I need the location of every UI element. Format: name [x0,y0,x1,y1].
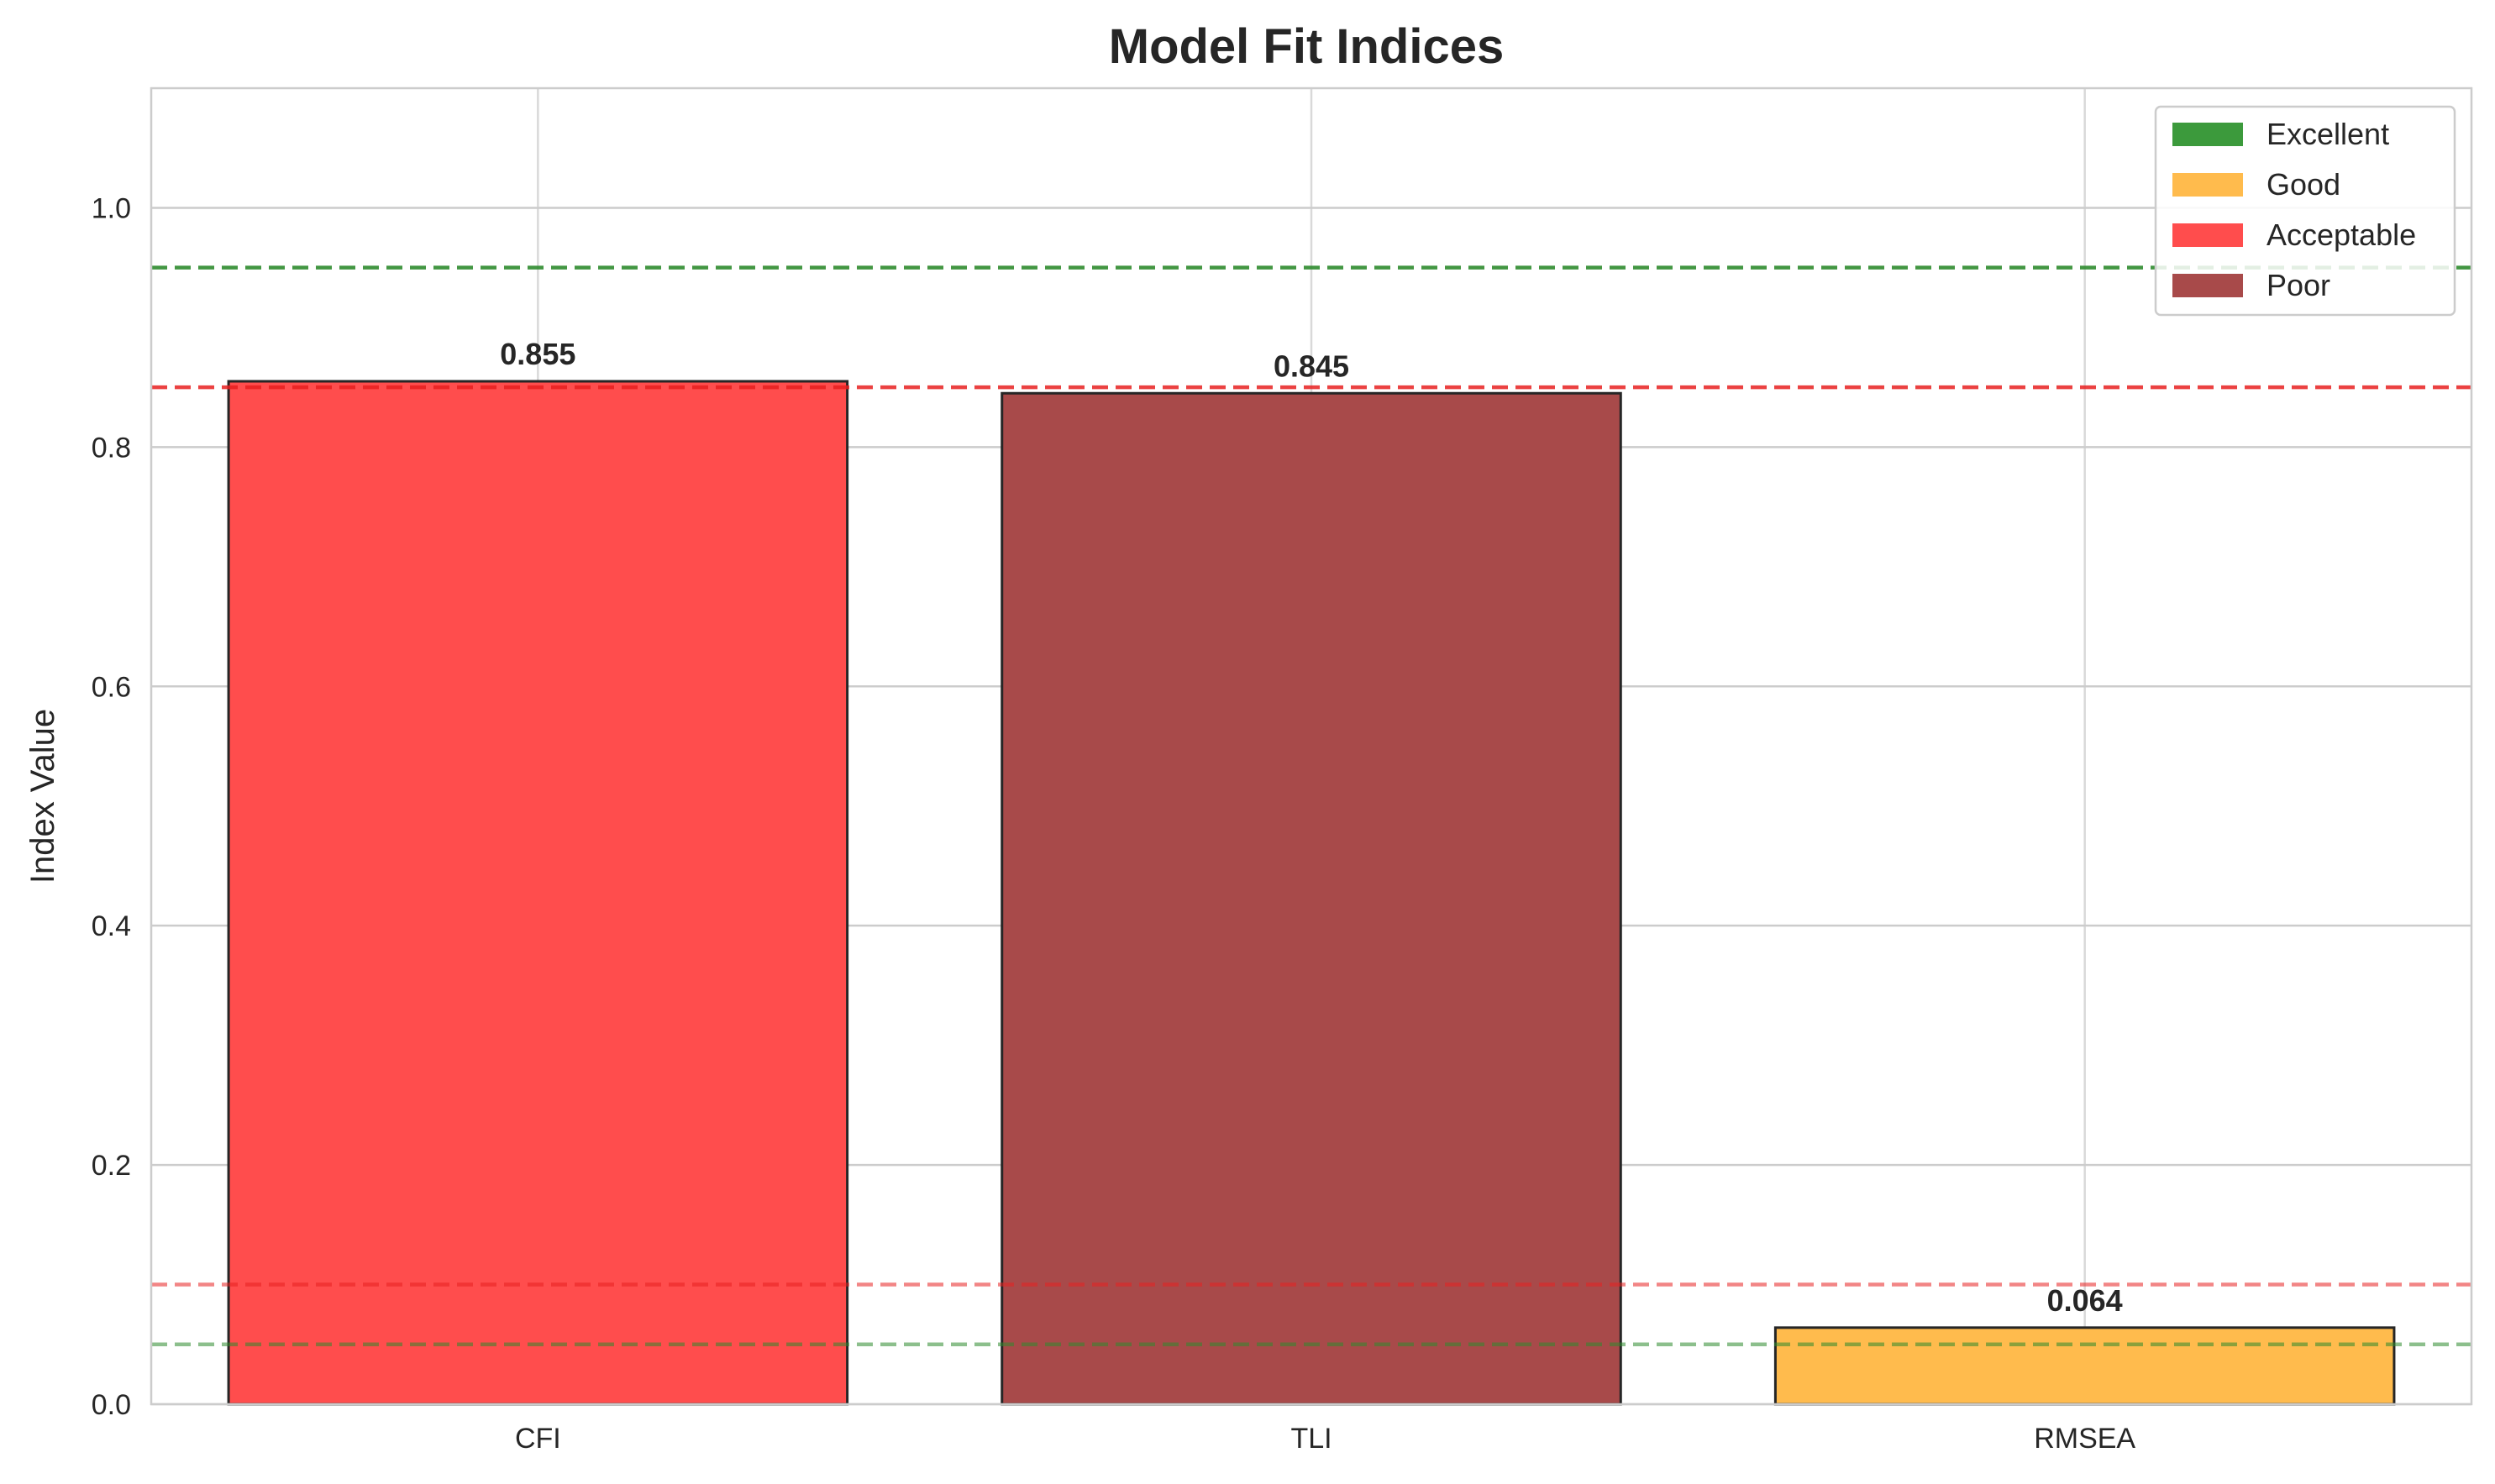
y-tick-label: 0.0 [92,1389,131,1421]
tick-labels: 0.0 0.2 0.4 0.6 0.8 1.0 CFI TLI RMSEA [92,192,2136,1455]
x-tick-label: TLI [1290,1423,1332,1455]
bar-tli [1001,391,1622,1406]
chart-title: Model Fit Indices [1109,19,1505,74]
legend-swatch [2172,223,2243,247]
legend-label: Excellent [2267,117,2389,151]
bar-rmsea [1773,1326,2396,1406]
bars [227,380,2396,1406]
plot-frame-border [150,87,2473,1406]
legend-swatch [2172,173,2243,197]
y-tick-label: 1.0 [92,192,131,224]
legend-swatch [2172,274,2243,297]
bar-value-label: 0.845 [1274,349,1349,383]
legend-label: Poor [2267,268,2330,302]
data-labels: 0.855 0.845 0.064 [500,337,2122,1318]
legend-box [2154,105,2456,317]
y-tick-label: 0.4 [92,910,131,942]
legend-label: Acceptable [2267,218,2416,252]
bar-value-label: 0.064 [2047,1283,2123,1318]
legend-swatch [2172,123,2243,146]
bar-cfi [227,380,849,1406]
legend: Excellent Good Acceptable Poor [2154,105,2456,317]
x-tick-label: RMSEA [2034,1423,2135,1455]
plot-frame [150,87,2473,1406]
reference-lines [151,265,2471,1347]
y-tick-label: 0.6 [92,671,131,703]
y-tick-label: 0.8 [92,432,131,464]
legend-label: Good [2267,167,2340,202]
y-tick-label: 0.2 [92,1150,131,1182]
bar-value-label: 0.855 [500,337,575,371]
x-tick-label: CFI [515,1423,561,1455]
y-axis-label: Index Value [24,709,61,884]
